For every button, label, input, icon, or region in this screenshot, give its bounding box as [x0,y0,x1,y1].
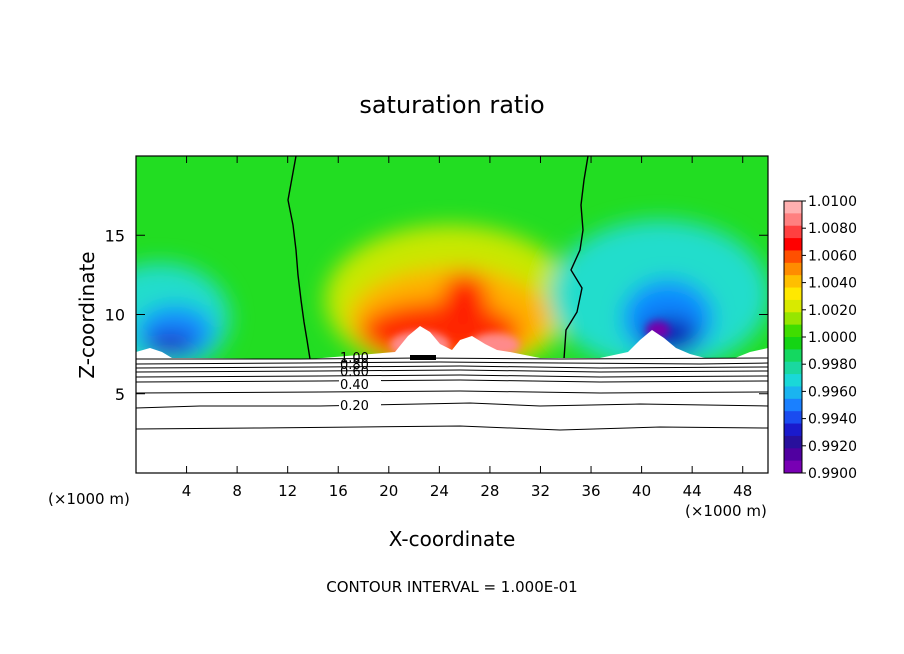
colorbar-label: 0.9980 [808,357,857,373]
colorbar-swatch [784,238,802,251]
ground-mask [136,326,768,359]
colorbar-swatch [784,411,802,425]
colorbar-label: 0.9900 [808,466,857,482]
y-tick-label: 5 [115,385,125,404]
isoline-right [563,156,589,359]
colorbar-label: 0.9940 [808,412,857,428]
y-axis: 5 10 15 [105,226,768,404]
colorbar-swatch [784,398,802,412]
contour-lines [136,357,768,431]
colorbar-swatch [784,423,802,437]
colorbar-swatch [784,460,802,474]
chart-title: saturation ratio [359,91,544,119]
colorbar-label: 1.0000 [808,330,857,346]
x-tick-label: 4 [182,482,192,500]
x-axis-label: X-coordinate [389,527,516,551]
colorbar-swatch [784,201,802,214]
colorbar-label: 1.0080 [808,221,857,237]
x-tick-label: 16 [329,482,348,500]
x-axis: 4 8 12 16 20 24 28 32 36 40 44 48 [182,156,752,500]
colorbar-label: 1.0100 [808,194,857,210]
colorbar-swatch [784,386,802,400]
colorbar-swatch [784,262,802,276]
x-tick-label: 44 [683,482,702,500]
colorbar-label: 1.0040 [808,276,857,292]
colorbar-swatch [784,361,802,375]
colorbar-swatch [784,287,802,301]
colorbar-swatch [784,225,802,239]
contour-dense-blob [410,355,436,360]
contour-label-0-80: 0.80 [340,358,369,373]
x-tick-label: 20 [379,482,398,500]
x-unit-left: (×1000 m) [48,490,130,508]
colorbar-swatch [784,349,802,363]
isoline-left [287,156,311,359]
x-tick-label: 12 [278,482,297,500]
contour-label-1-00: 1.00 [340,351,369,366]
colorbar-label: 1.0060 [808,248,857,264]
colorbar-swatch [784,448,802,462]
colorbar-swatch [784,299,802,313]
contour-label-0-60: 0.60 [340,365,369,380]
colorbar-label: 1.0020 [808,303,857,319]
y-tick-label: 10 [105,306,125,325]
contour-label-0-20: 0.20 [340,399,369,414]
x-tick-label: 24 [430,482,449,500]
colorbar-swatch [784,275,802,289]
y-axis-label: Z-coordinate [75,251,99,378]
colorbar-label: 0.9920 [808,439,857,455]
x-tick-label: 36 [581,482,600,500]
x-unit-right: (×1000 m) [685,502,767,520]
colorbar-label: 0.9960 [808,384,857,400]
x-tick-label: 8 [232,482,242,500]
colorbar-swatch [784,312,802,326]
x-tick-label: 40 [632,482,651,500]
colorbar-swatch [784,250,802,264]
contour-interval-note: CONTOUR INTERVAL = 1.000E-01 [326,578,577,596]
colorbar-swatch [784,374,802,387]
y-tick-label: 15 [105,226,125,245]
contour-label-0-40: 0.40 [340,378,369,393]
x-tick-label: 48 [733,482,752,500]
x-tick-label: 32 [531,482,550,500]
colorbar-swatch [784,213,802,227]
colorbar-swatch [784,435,802,449]
colorbar-swatch [784,337,802,350]
colorbar: 1.0100 1.0080 1.0060 1.0040 1.0020 1.0000 0.99… [783,194,857,482]
colorbar-swatch [784,324,802,338]
x-tick-label: 28 [480,482,499,500]
contour-labels: 1.00 0.80 0.60 0.40 0.20 [339,351,381,414]
